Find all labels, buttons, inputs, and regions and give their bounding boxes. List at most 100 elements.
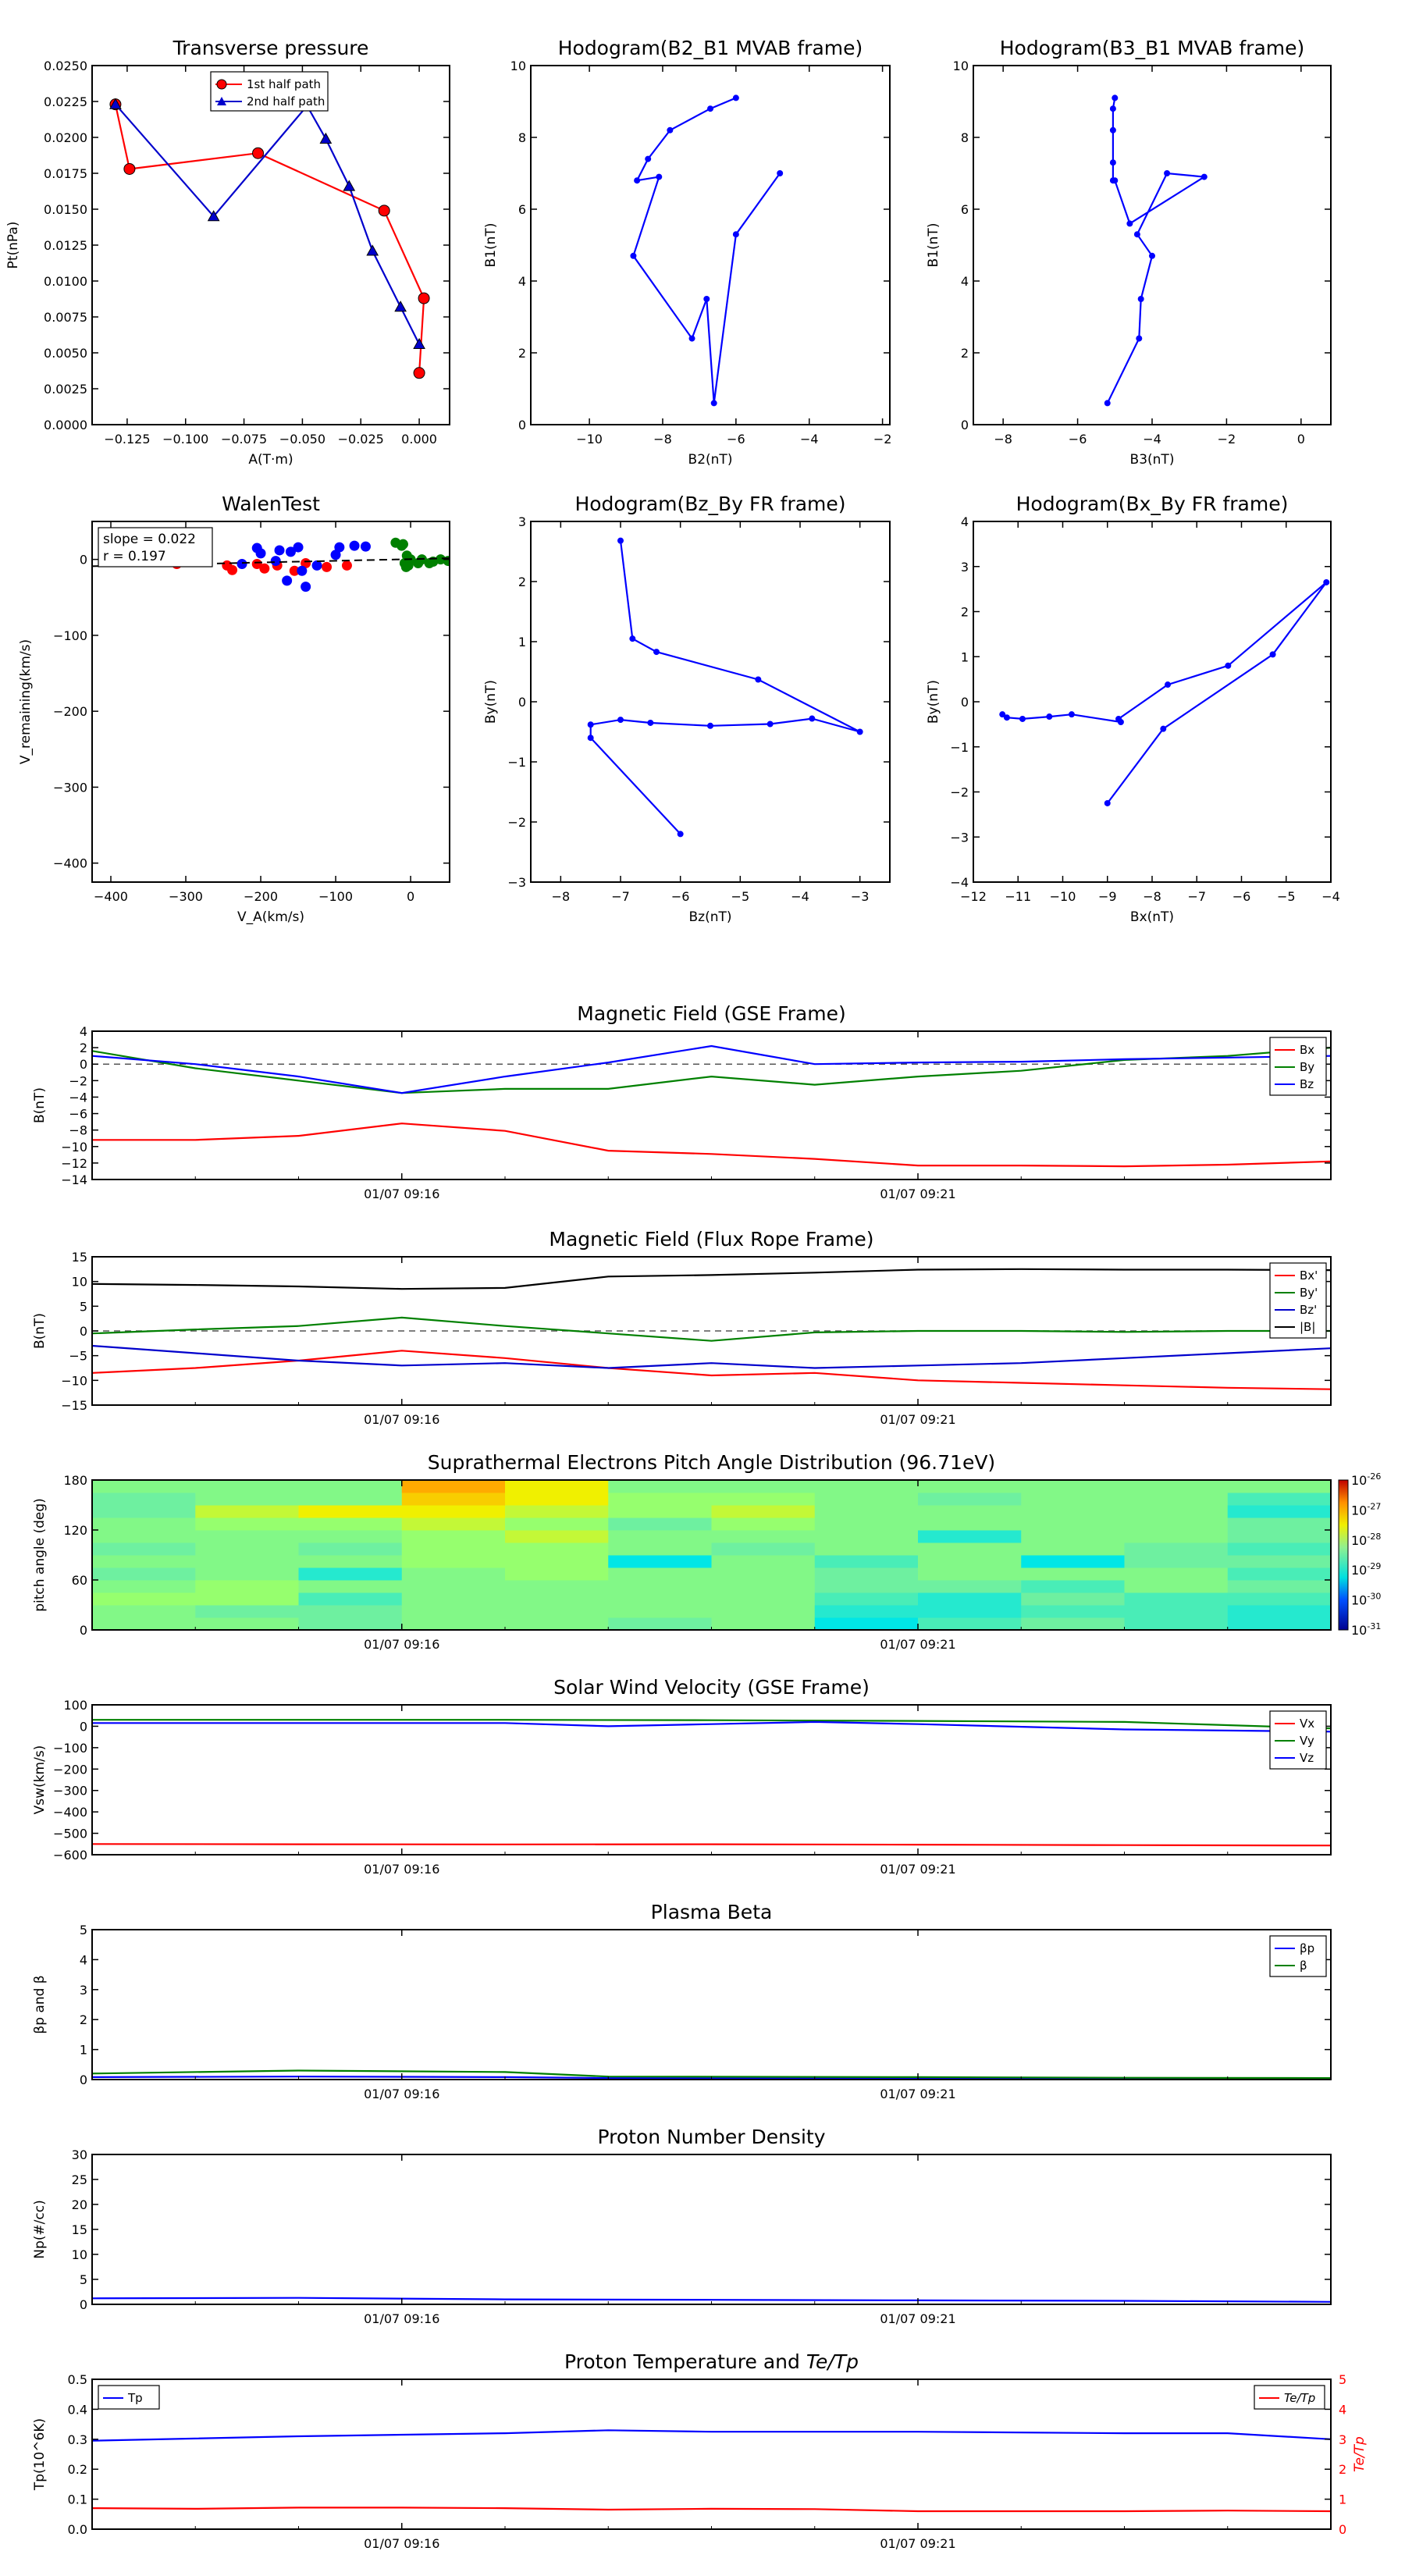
transverse_pressure-ylabel: Pt(nPa) [5,222,21,269]
pad-cell [711,1605,816,1618]
walen_test-point [311,560,322,571]
pad-title: Suprathermal Electrons Pitch Angle Distr… [428,1451,995,1474]
transverse_pressure-point [123,162,136,175]
pad-ytick-label: 180 [63,1473,87,1488]
pad-cell [298,1567,403,1581]
temperature-ytick-label: 0.0 [68,2522,87,2537]
pad-cell [1124,1592,1229,1606]
beta-ytick-label: 5 [80,1923,87,1937]
pad-cell [1227,1592,1331,1606]
mag_fr-series-line [92,1316,1331,1342]
hodogram_bzby-xtick-label: −7 [611,889,630,904]
walen_test-point [397,539,408,550]
colorbar-tick-label: 10-26 [1351,1471,1381,1488]
transverse_pressure-point [319,132,333,144]
walen_test-ylabel: V_remaining(km/s) [18,639,34,764]
hodogram_b2b1-series-line [632,97,781,404]
walen_test-xtick-label: −200 [244,889,278,904]
transverse_pressure-point [413,367,425,379]
pad-cell [505,1580,609,1593]
mag_fr-title: Magnetic Field (Flux Rope Frame) [549,1228,873,1251]
walen_test-xtick-label: −300 [169,889,203,904]
mag_fr-ytick-label: −10 [61,1373,87,1388]
pad-cell [505,1517,609,1531]
pad-cell [918,1505,1022,1518]
transverse_pressure-ytick-label: 0.0175 [44,166,87,181]
hodogram_bxby-ytick-label: 4 [961,514,969,529]
hodogram_bxby-point [1003,714,1010,721]
transverse_pressure-legend-label: 2nd half path [247,94,325,109]
temperature-right-tick-label: 3 [1339,2432,1346,2447]
pad-cell [608,1580,712,1593]
pad-cell [298,1517,403,1531]
hodogram_b2b1-point [667,126,674,133]
hodogram_b3b1-point [1109,126,1116,133]
mag_fr-series-line [92,1344,1331,1369]
pad-cell [1227,1580,1331,1593]
pad-cell [1124,1617,1229,1630]
hodogram_bzby-point [629,635,636,642]
mag_gse-ytick-label: 4 [80,1024,87,1039]
mag_fr-ytick-label: 5 [80,1299,87,1314]
hodogram_bxby-ytick-label: 1 [961,649,969,664]
pad-cell [401,1542,506,1556]
hodogram_bxby-xlabel: Bx(nT) [1130,909,1174,925]
pad-cell [918,1480,1022,1493]
pad-cell [814,1567,919,1581]
chart-mag_fr: Magnetic Field (Flux Rope Frame) −15 −10 −5… [32,1228,1332,1427]
beta-legend [1269,1935,1327,1977]
mag_fr-ytick-label: 15 [72,1250,87,1265]
pad-cell [195,1617,299,1630]
hodogram_bxby-point [1115,715,1122,722]
mag_fr-legend-label: |B| [1300,1320,1315,1334]
transverse_pressure-point [207,210,220,222]
pad-cell [608,1480,712,1493]
pad-cell [1124,1517,1229,1531]
hodogram_bzby-marks [587,537,863,838]
pad-cell [814,1555,919,1568]
pad-cell [92,1493,196,1506]
mag_fr-xtick-label: 01/07 09:16 [364,1412,439,1427]
pad-cell [1227,1493,1331,1506]
hodogram_bxby-point [999,711,1006,718]
pad-cell [1021,1605,1125,1618]
hodogram_b2b1-point [703,296,710,302]
chart-hodogram_b2b1: Hodogram(B2_B1 MVAB frame) 0 2 4 6 8 10 −10 −8 −6… [483,37,891,468]
pad-cell [92,1530,196,1543]
hodogram_b3b1-xtick-label: −4 [1143,432,1161,447]
hodogram_bzby-point [653,649,660,656]
hodogram_b3b1-xlabel: B3(nT) [1130,452,1175,468]
density-ytick-label: 25 [72,2172,87,2187]
hodogram_bzby-point [707,722,713,729]
hodogram_bxby-xtick-label: −10 [1050,889,1076,904]
hodogram_bzby-xlabel: Bz(nT) [688,909,731,925]
pad-cell [1227,1555,1331,1568]
hodogram_b2b1-point [732,94,739,101]
transverse_pressure-point [343,180,356,191]
pad-cell [711,1592,816,1606]
hodogram_b3b1-frame [973,65,1332,425]
beta-ytick-label: 3 [80,1983,87,1998]
mag_gse-ytick-label: −12 [61,1156,87,1171]
walen-r-text: r = 0.197 [103,549,166,564]
hodogram_b3b1-ytick-label: 10 [953,59,969,73]
beta-frame [91,1929,1332,2080]
hodogram_bxby-ytick-label: 0 [961,695,969,710]
pad-cell [918,1580,1022,1593]
walen_test-ytick-label: −200 [53,704,87,719]
pad-cell [1021,1592,1125,1606]
transverse_pressure-frame [91,65,450,425]
hodogram_b2b1-point [634,177,641,184]
pad-cell [92,1505,196,1518]
pad-cell [401,1517,506,1531]
pad-cell [608,1555,712,1568]
beta-ylabel: βp and β [32,1975,48,2033]
pad-cell [918,1493,1022,1506]
hodogram_b3b1-point [1112,177,1119,184]
pad-cell [1227,1480,1331,1493]
colorbar-tick-label: 10-28 [1351,1532,1381,1548]
mag_fr-legend-label: Bz' [1300,1303,1317,1317]
pad-cell [918,1555,1022,1568]
hodogram_bzby-xtick-label: −4 [791,889,809,904]
transverse_pressure-point [418,292,430,304]
